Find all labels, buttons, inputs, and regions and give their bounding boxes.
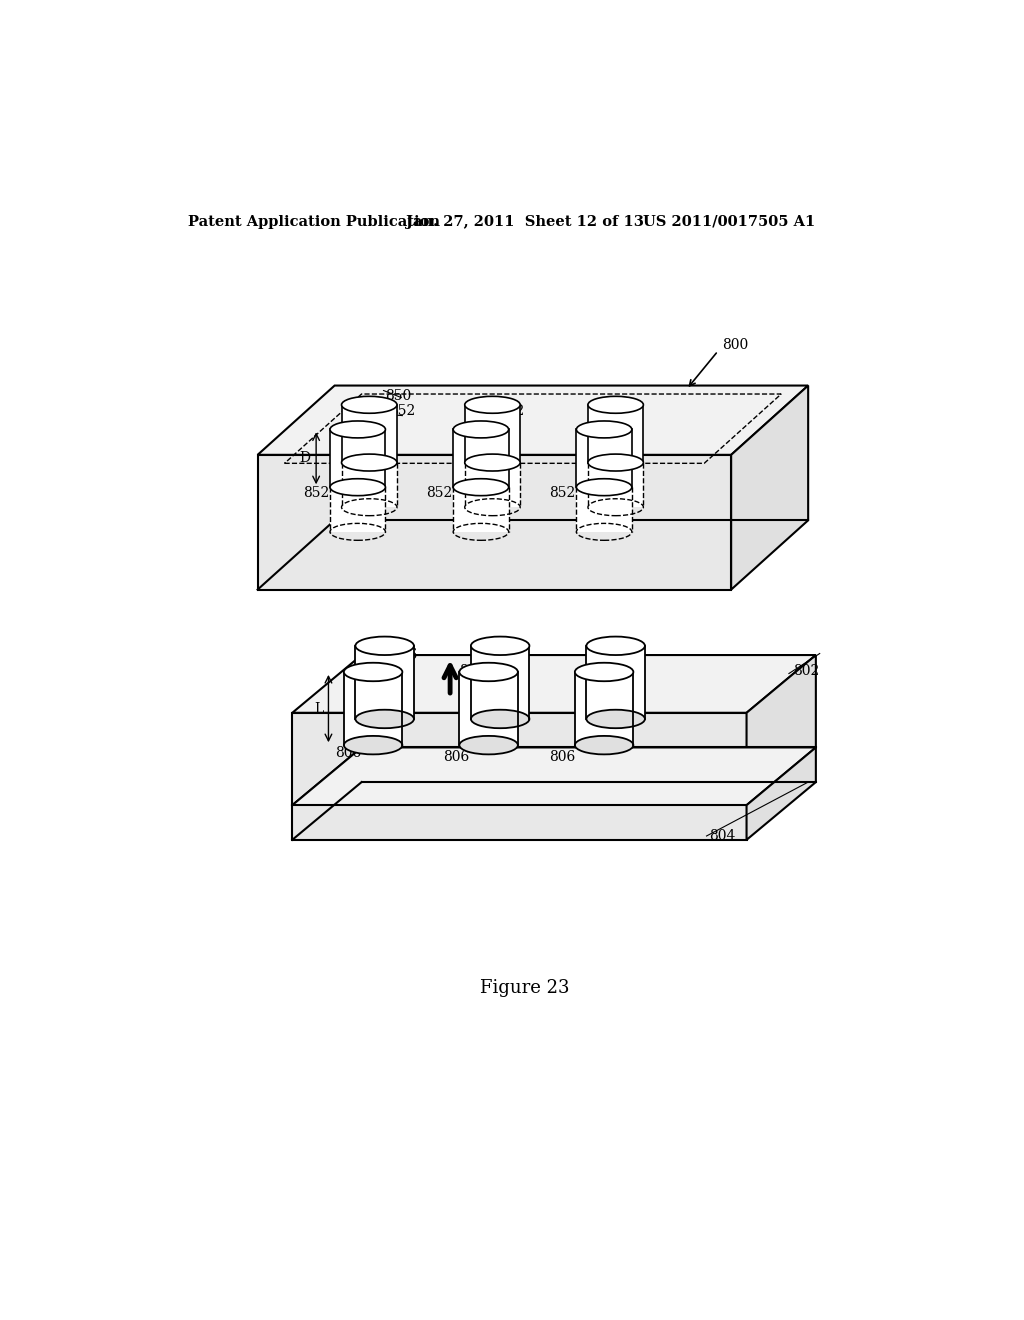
Text: 804: 804 <box>710 829 736 843</box>
Text: Patent Application Publication: Patent Application Publication <box>188 215 440 228</box>
Polygon shape <box>577 487 632 532</box>
Ellipse shape <box>330 421 385 438</box>
Ellipse shape <box>577 421 632 438</box>
Text: 852: 852 <box>426 486 453 500</box>
Ellipse shape <box>342 396 397 413</box>
Ellipse shape <box>577 479 632 496</box>
Ellipse shape <box>574 663 634 681</box>
Text: 806: 806 <box>335 746 361 760</box>
Text: 806: 806 <box>503 648 528 663</box>
Ellipse shape <box>471 636 529 655</box>
Ellipse shape <box>465 454 520 471</box>
Ellipse shape <box>460 663 518 681</box>
Polygon shape <box>355 645 414 719</box>
Polygon shape <box>746 747 816 840</box>
Polygon shape <box>587 645 645 719</box>
Polygon shape <box>465 405 520 462</box>
Ellipse shape <box>588 396 643 413</box>
Polygon shape <box>577 429 632 487</box>
Ellipse shape <box>587 710 645 729</box>
Polygon shape <box>292 655 816 713</box>
Polygon shape <box>588 462 643 507</box>
Ellipse shape <box>454 479 509 496</box>
Text: 802: 802 <box>793 664 819 678</box>
Polygon shape <box>258 455 731 590</box>
Ellipse shape <box>587 636 645 655</box>
Polygon shape <box>342 462 397 507</box>
Ellipse shape <box>471 710 529 729</box>
Ellipse shape <box>344 737 402 755</box>
Polygon shape <box>292 747 816 805</box>
Polygon shape <box>330 487 385 532</box>
Text: US 2011/0017505 A1: US 2011/0017505 A1 <box>643 215 815 228</box>
Ellipse shape <box>465 396 520 413</box>
Polygon shape <box>471 645 529 719</box>
Polygon shape <box>746 655 816 805</box>
Polygon shape <box>460 672 518 744</box>
Text: 852: 852 <box>389 404 416 418</box>
Text: 852: 852 <box>303 486 330 500</box>
Polygon shape <box>292 805 746 840</box>
Polygon shape <box>574 672 634 744</box>
Text: 806: 806 <box>443 750 469 764</box>
Text: 860: 860 <box>460 664 485 678</box>
Polygon shape <box>344 672 402 744</box>
Text: 806: 806 <box>391 648 417 663</box>
Polygon shape <box>258 385 808 455</box>
Text: 806: 806 <box>617 648 644 663</box>
Text: L: L <box>314 701 324 715</box>
Polygon shape <box>588 405 643 462</box>
Text: 852: 852 <box>499 404 525 418</box>
Text: 806: 806 <box>549 750 575 764</box>
Ellipse shape <box>454 421 509 438</box>
Polygon shape <box>454 487 509 532</box>
Polygon shape <box>292 713 746 805</box>
Ellipse shape <box>330 479 385 496</box>
Ellipse shape <box>574 737 634 755</box>
Text: 852: 852 <box>611 404 638 418</box>
Text: 852: 852 <box>549 486 575 500</box>
Text: 850: 850 <box>385 388 411 403</box>
Text: Jan. 27, 2011  Sheet 12 of 13: Jan. 27, 2011 Sheet 12 of 13 <box>407 215 644 228</box>
Polygon shape <box>731 385 808 590</box>
Text: D: D <box>299 451 310 466</box>
Ellipse shape <box>460 737 518 755</box>
Ellipse shape <box>588 454 643 471</box>
Text: Figure 23: Figure 23 <box>480 979 569 998</box>
Polygon shape <box>330 429 385 487</box>
Ellipse shape <box>355 636 414 655</box>
Polygon shape <box>465 462 520 507</box>
Polygon shape <box>454 429 509 487</box>
Polygon shape <box>342 405 397 462</box>
Text: 800: 800 <box>722 338 749 351</box>
Ellipse shape <box>355 710 414 729</box>
Ellipse shape <box>344 663 402 681</box>
Ellipse shape <box>342 454 397 471</box>
